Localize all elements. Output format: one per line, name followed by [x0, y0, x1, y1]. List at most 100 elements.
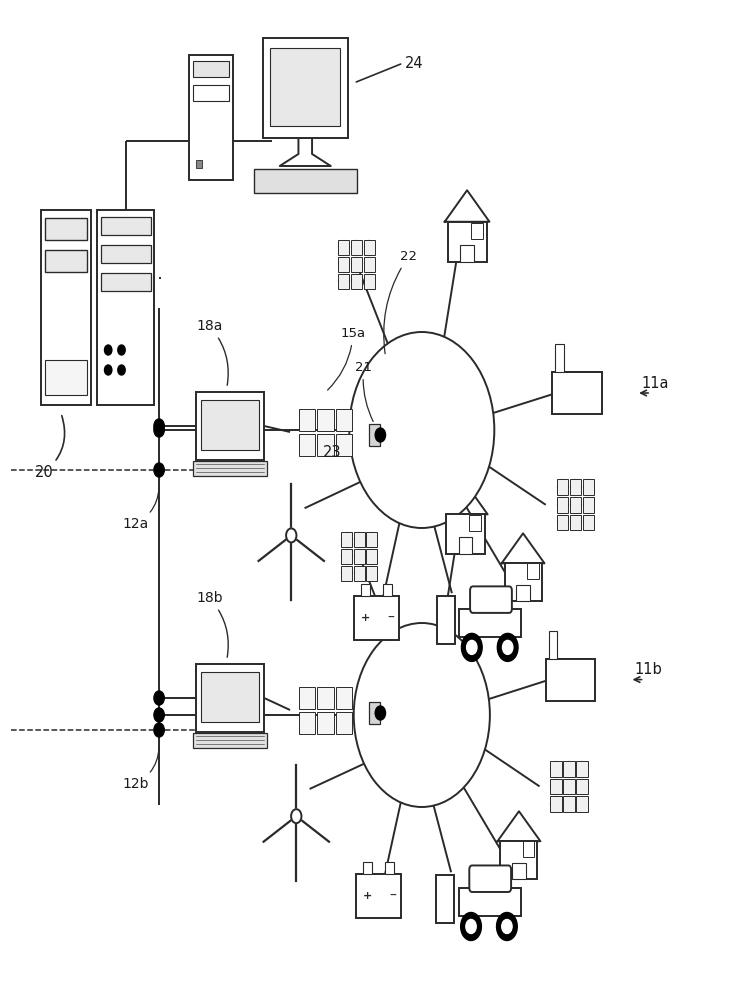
Bar [101, 217, 151, 235]
Text: –: – [387, 611, 394, 625]
Bar [299, 408, 315, 430]
Bar [460, 609, 521, 637]
Bar [570, 479, 581, 495]
Bar [336, 408, 352, 430]
Bar [460, 245, 474, 262]
Bar [196, 160, 202, 168]
Bar [196, 392, 264, 460]
Text: 22: 22 [384, 250, 417, 354]
Bar [354, 566, 365, 581]
Bar [556, 515, 568, 530]
Bar [369, 702, 380, 724]
Bar [189, 55, 233, 180]
Bar [336, 686, 352, 708]
Bar [338, 257, 349, 272]
Bar [45, 218, 87, 240]
Bar [101, 273, 151, 291]
Circle shape [466, 919, 477, 933]
Bar [576, 779, 588, 794]
Bar [351, 274, 362, 289]
Bar [299, 686, 315, 708]
Text: 24: 24 [405, 55, 424, 70]
Circle shape [154, 463, 164, 477]
Text: 15a: 15a [328, 327, 366, 390]
Bar [369, 424, 380, 446]
Bar [354, 596, 399, 640]
Text: +: + [363, 891, 372, 901]
Circle shape [291, 809, 301, 823]
Bar [363, 862, 371, 874]
Bar [459, 888, 520, 916]
Text: 18a: 18a [196, 319, 228, 385]
Text: 12b: 12b [122, 748, 159, 791]
Bar [437, 596, 455, 644]
Bar [563, 779, 575, 794]
Circle shape [502, 919, 512, 933]
Bar [41, 210, 91, 405]
Bar [576, 761, 588, 777]
Bar [366, 566, 377, 581]
Bar [471, 223, 482, 239]
Circle shape [154, 423, 164, 437]
Bar [317, 408, 334, 430]
Bar [341, 532, 352, 547]
FancyBboxPatch shape [469, 865, 511, 892]
Circle shape [154, 708, 164, 722]
Bar [336, 434, 352, 456]
Bar [500, 841, 537, 879]
Bar [469, 515, 481, 531]
Bar [196, 664, 264, 732]
Bar [570, 515, 581, 530]
Bar [351, 257, 362, 272]
Bar [582, 515, 594, 530]
Bar [193, 461, 267, 476]
Bar [341, 566, 352, 581]
Circle shape [104, 345, 112, 355]
Bar [338, 274, 349, 289]
Bar [555, 344, 564, 372]
Text: 18b: 18b [196, 591, 228, 657]
Bar [254, 169, 357, 193]
Bar [383, 584, 392, 596]
Bar [563, 761, 575, 777]
Circle shape [154, 691, 164, 705]
Bar [45, 250, 87, 272]
Bar [270, 48, 340, 126]
Bar [201, 672, 259, 722]
Bar [361, 584, 370, 596]
Circle shape [286, 528, 297, 542]
Bar [354, 532, 365, 547]
Bar [576, 796, 588, 812]
Text: 11b: 11b [634, 662, 662, 677]
Text: 21: 21 [355, 361, 373, 422]
Bar [201, 400, 259, 450]
Circle shape [118, 365, 125, 375]
Bar [263, 38, 348, 138]
Bar [97, 210, 155, 405]
Circle shape [467, 640, 477, 654]
Bar [317, 434, 334, 456]
Text: –: – [389, 889, 396, 903]
Bar [582, 479, 594, 495]
Bar [366, 532, 377, 547]
Text: 23: 23 [323, 445, 341, 460]
Bar [551, 779, 562, 794]
Bar [336, 712, 352, 734]
Bar [445, 514, 485, 554]
Bar [582, 497, 594, 513]
Bar [363, 274, 374, 289]
Bar [193, 85, 229, 101]
Bar [448, 222, 486, 262]
Bar [517, 585, 530, 601]
Bar [548, 631, 557, 659]
Bar [193, 61, 229, 77]
Bar [351, 240, 362, 255]
Bar [356, 874, 400, 918]
Circle shape [154, 723, 164, 737]
Circle shape [154, 419, 164, 433]
Bar [522, 841, 534, 857]
Bar [556, 497, 568, 513]
Circle shape [349, 332, 494, 528]
Bar [338, 240, 349, 255]
Bar [551, 761, 562, 777]
